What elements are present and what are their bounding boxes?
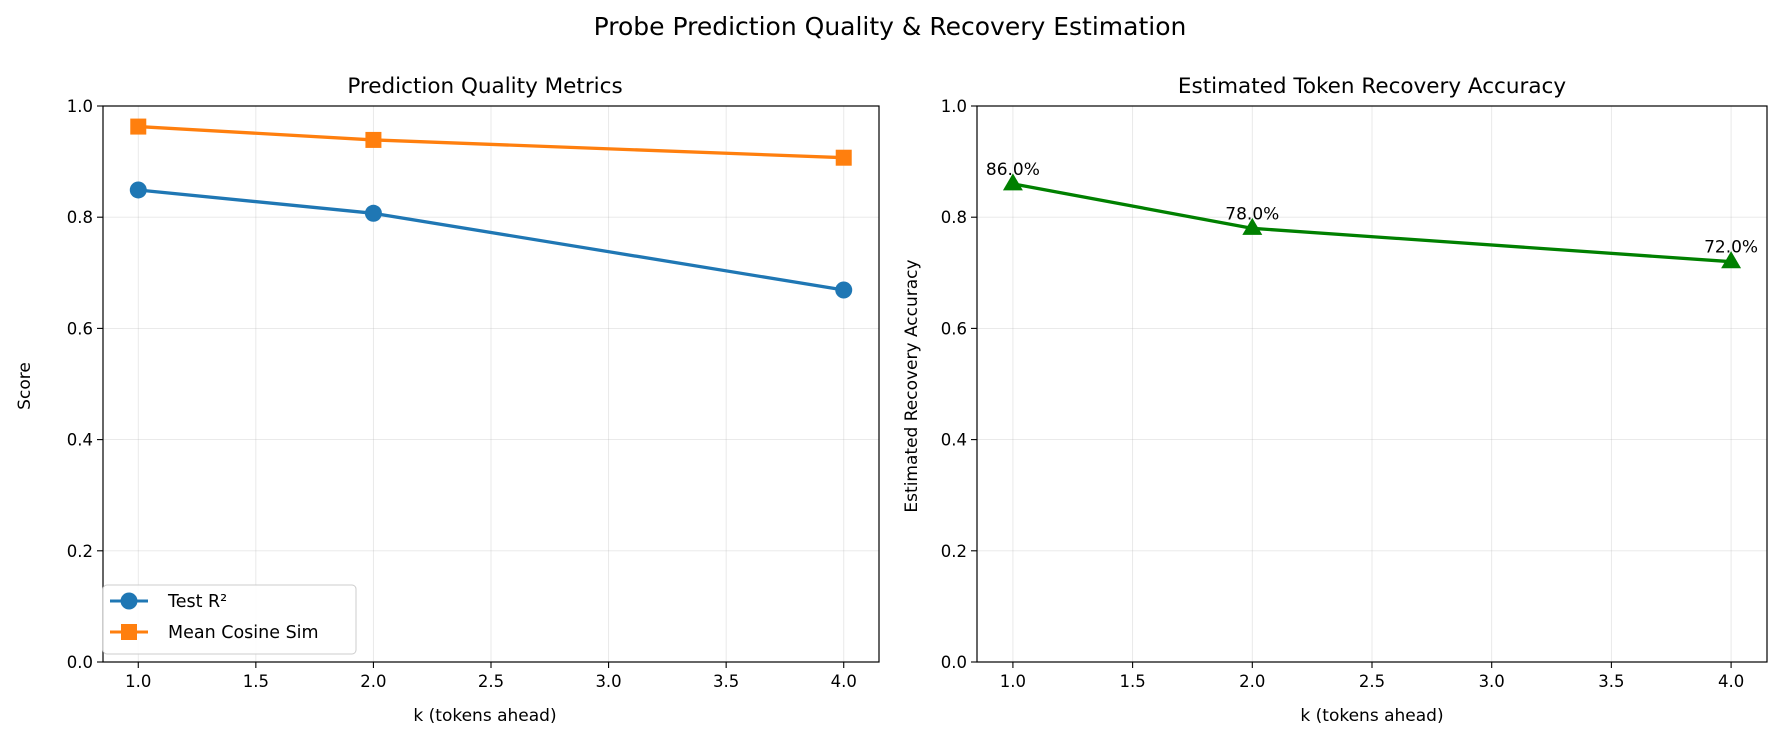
x-tick-label: 1.0 [125,672,151,691]
data-point-mean-cosine-sim [835,149,852,166]
x-tick-label: 3.5 [1598,672,1624,691]
y-axis-label: Estimated Recovery Accuracy [902,259,922,512]
plot-area: 1.0 1.5 2.0 2.5 3.0 3.5 4.0 0.0 0.2 0.4 0.6 0.8 1.0 8… [941,97,1768,691]
data-point-test-r [364,204,382,222]
data-point-recovery-accuracy [1242,217,1263,235]
x-tick-label: 1.5 [243,672,269,691]
data-label: 78.0% [1225,204,1279,224]
y-axis-label: Score [15,362,35,410]
recovery-accuracy-panel: Estimated Token Recovery Accuracy k (tok… [902,74,1768,726]
legend: Test R² Mean Cosine Sim [102,584,357,655]
data-label: 72.0% [1704,238,1758,258]
legend-box [102,584,357,655]
legend-label-test-r2: Test R² [167,592,227,612]
y-tick-label: 0.4 [67,431,93,450]
x-tick-label: 3.5 [713,672,739,691]
data-point-test-r [129,181,147,199]
axes-frame [102,105,880,663]
x-axis-label: k (tokens ahead) [1300,706,1443,726]
x-tick-label: 4.0 [831,672,857,691]
data-point-mean-cosine-sim [365,131,382,148]
x-tick-label: 4.0 [1718,672,1744,691]
x-tick-label: 1.0 [1000,672,1026,691]
data-point-recovery-accuracy [1002,173,1023,191]
x-tick-label: 1.5 [1119,672,1145,691]
plot-area: 1.0 1.5 2.0 2.5 3.0 3.5 4.0 0.0 0.2 0.4 0.6 0.8 1.0 [67,97,880,691]
figure-title: Probe Prediction Quality & Recovery Esti… [594,12,1187,41]
y-tick-label: 1.0 [67,97,93,116]
y-tick-label: 0.0 [941,653,967,672]
y-tick-label: 0.2 [67,542,93,561]
x-tick-label: 3.0 [1479,672,1505,691]
legend-label-mean-cosine-sim: Mean Cosine Sim [168,623,319,643]
x-axis-label: k (tokens ahead) [413,706,556,726]
data-point-recovery-accuracy [1721,251,1742,269]
y-tick-label: 0.0 [67,653,93,672]
x-tick-label: 3.0 [595,672,621,691]
legend-marker-mean-cosine-sim [121,624,137,640]
y-tick-label: 0.8 [67,208,93,227]
y-tick-label: 1.0 [941,97,967,116]
axes-frame [976,105,1768,663]
legend-marker-test-r2 [120,592,138,610]
data-point-test-r [835,281,853,299]
x-tick-label: 2.0 [1239,672,1265,691]
y-tick-label: 0.6 [941,319,967,338]
x-tick-label: 2.5 [478,672,504,691]
y-tick-label: 0.8 [941,208,967,227]
data-point-mean-cosine-sim [130,118,147,135]
x-tick-label: 2.5 [1359,672,1385,691]
y-tick-label: 0.6 [67,319,93,338]
prediction-quality-panel: Prediction Quality Metrics k (tokens ahe… [15,74,880,726]
y-tick-label: 0.2 [941,542,967,561]
x-tick-label: 2.0 [360,672,386,691]
panel-title: Estimated Token Recovery Accuracy [1178,74,1566,99]
y-tick-label: 0.4 [941,431,967,450]
panel-title: Prediction Quality Metrics [347,74,622,99]
data-label: 86.0% [986,160,1040,180]
